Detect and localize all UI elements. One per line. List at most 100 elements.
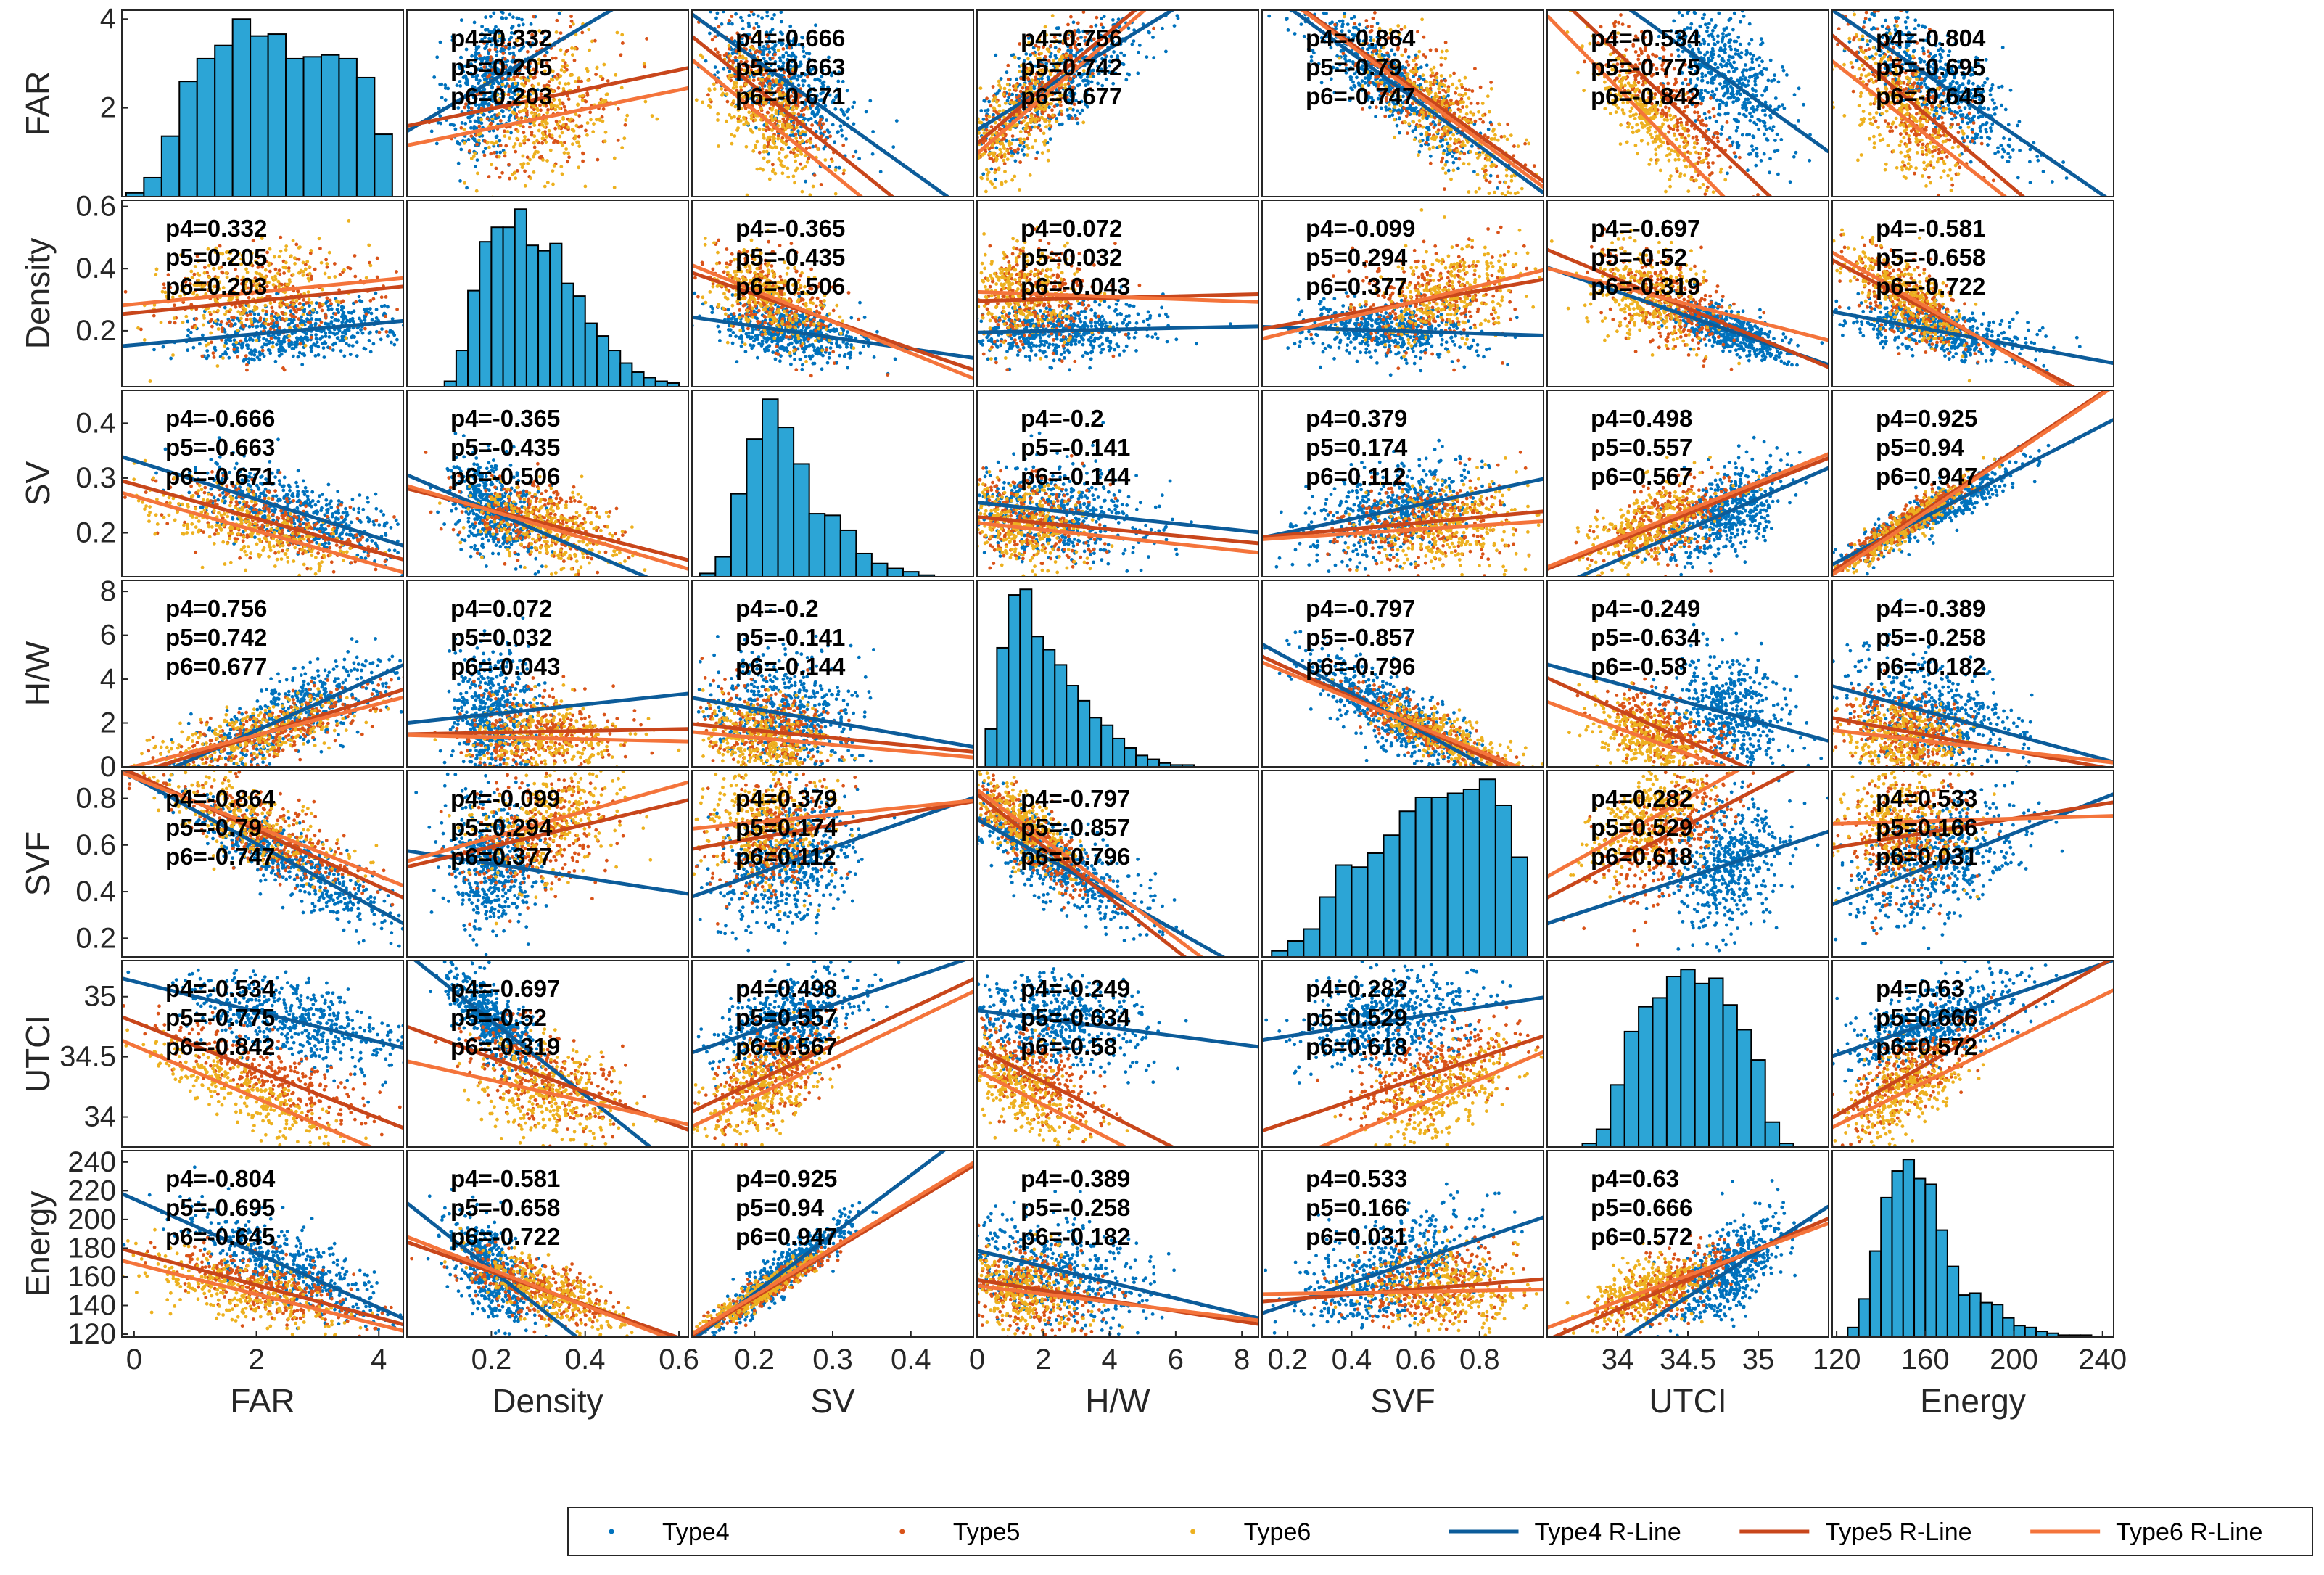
- scatter-point: [543, 54, 547, 58]
- scatter-point: [461, 75, 466, 80]
- scatter-point: [1039, 107, 1043, 111]
- scatter-point: [645, 37, 648, 41]
- scatter-point: [1504, 173, 1509, 178]
- scatter-point: [781, 47, 786, 51]
- scatter-point: [992, 112, 995, 117]
- panel-frame: [121, 9, 404, 197]
- scatter-point: [1461, 94, 1465, 98]
- scatter-point: [571, 142, 574, 147]
- scatter-point: [1026, 70, 1030, 74]
- scatter-point: [765, 70, 768, 75]
- scatter-point: [537, 128, 541, 133]
- scatter-point: [772, 134, 775, 139]
- scatter-point: [747, 110, 751, 115]
- scatter-point: [562, 151, 566, 155]
- scatter-point: [1109, 54, 1113, 59]
- scatter-point: [739, 59, 743, 64]
- scatter-point: [1122, 53, 1126, 57]
- scatter-point: [767, 39, 772, 44]
- scatter-point: [1731, 100, 1736, 104]
- scatter-point: [685, 56, 688, 59]
- scatter-point: [1099, 22, 1103, 27]
- scatter-point: [1040, 80, 1044, 84]
- scatter-point: [1046, 158, 1050, 163]
- scatter-point: [1054, 56, 1058, 60]
- scatter-point: [1440, 132, 1444, 136]
- scatter-point: [1356, 3, 1359, 7]
- scatter-point: [840, 133, 844, 138]
- scatter-point: [825, 118, 828, 123]
- scatter-point: [756, 64, 760, 68]
- scatter-point: [1023, 74, 1028, 78]
- scatter-point: [1718, 107, 1722, 110]
- scatter-point: [459, 56, 463, 59]
- scatter-point: [484, 15, 487, 20]
- scatter-point: [1018, 160, 1022, 164]
- scatter-point: [1074, 99, 1078, 103]
- scatter-point: [1483, 164, 1488, 168]
- scatter-point: [794, 153, 798, 157]
- scatter-point: [759, 118, 763, 122]
- scatter-point: [543, 184, 547, 189]
- scatter-point: [982, 131, 986, 136]
- scatter-point: [1147, 30, 1150, 34]
- scatter-point: [1525, 138, 1528, 142]
- scatter-point: [745, 59, 749, 64]
- scatter-point: [1715, 65, 1720, 70]
- scatter-point: [528, 61, 532, 65]
- scatter-point: [782, 164, 786, 168]
- scatter-point: [1040, 151, 1044, 155]
- scatter-point: [565, 64, 569, 67]
- scatter-point: [763, 59, 767, 64]
- scatter-point: [1483, 176, 1487, 180]
- panel-frame: [406, 9, 689, 197]
- scatter-point: [808, 141, 812, 145]
- scatter-point: [536, 62, 540, 65]
- scatter-point: [1746, 168, 1750, 173]
- scatter-point: [776, 86, 780, 91]
- scatter-point: [1008, 88, 1012, 92]
- scatter-point: [1051, 98, 1055, 102]
- scatter-point: [962, 140, 965, 144]
- scatter-point: [864, 110, 868, 114]
- scatter-point: [1057, 112, 1061, 117]
- coef-label-p4: p4=-0.864: [1306, 25, 1416, 52]
- scatter-point: [1766, 78, 1771, 83]
- scatter-point: [485, 117, 490, 121]
- scatter-point: [1459, 83, 1464, 87]
- scatter-point: [548, 87, 552, 91]
- scatter-point: [1011, 138, 1015, 142]
- scatter-point: [1680, 14, 1684, 17]
- scatter-point: [1393, 118, 1396, 122]
- scatter-point: [1094, 23, 1098, 28]
- scatter-point: [1089, 62, 1094, 66]
- scatter-point: [1735, 49, 1739, 52]
- scatter-point: [589, 118, 593, 122]
- scatter-point: [1732, 60, 1736, 65]
- y-tick-label: 4: [100, 3, 116, 35]
- scatter-point: [1071, 33, 1074, 37]
- scatter-point: [714, 47, 718, 52]
- scatter-point: [1749, 152, 1753, 156]
- scatter-point: [1078, 111, 1082, 115]
- scatter-point: [483, 147, 487, 151]
- scatter-point: [1005, 157, 1010, 162]
- scatter-point: [496, 85, 500, 89]
- scatter-point: [1429, 115, 1433, 119]
- scatter-point: [557, 98, 561, 102]
- scatter-point: [1504, 181, 1508, 185]
- scatter-point: [1152, 56, 1156, 60]
- scatter-point: [1709, 54, 1713, 58]
- scatter-point: [806, 107, 810, 111]
- scatter-point: [994, 213, 997, 217]
- scatter-point: [779, 10, 783, 15]
- scatter-point: [1033, 118, 1037, 121]
- scatter-point: [466, 105, 471, 110]
- scatter-point: [1021, 86, 1025, 90]
- scatter-point: [770, 28, 775, 32]
- scatter-point: [808, 193, 812, 197]
- scatter-point: [1714, 119, 1718, 123]
- scatter-point: [725, 92, 729, 96]
- scatter-point: [1506, 190, 1510, 194]
- scatter-point: [1007, 95, 1010, 99]
